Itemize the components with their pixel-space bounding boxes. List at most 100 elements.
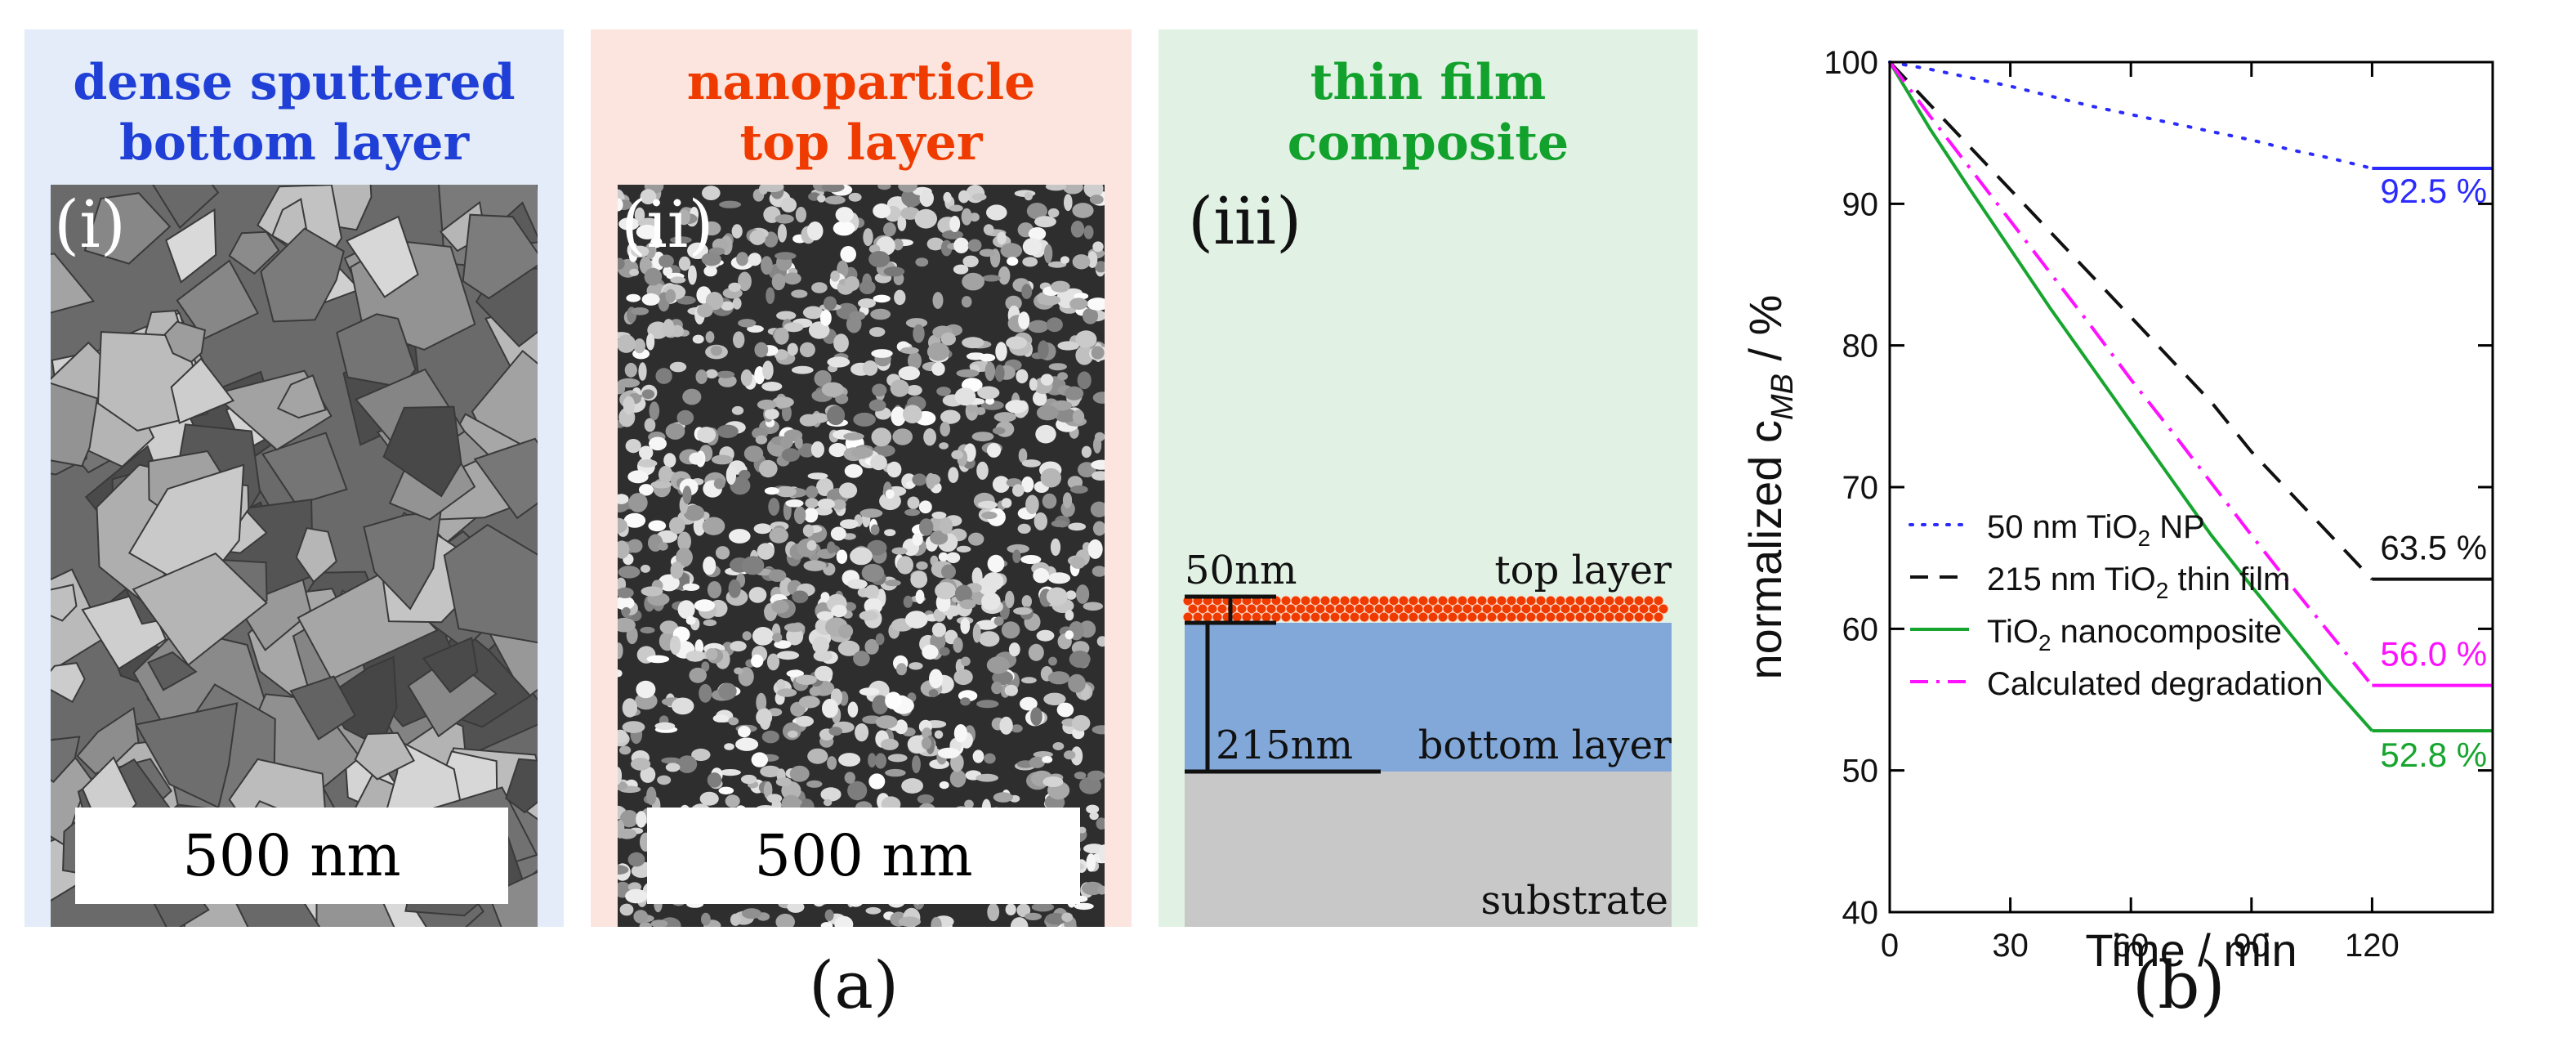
- sem-particle: [890, 379, 909, 397]
- sem-particle: [940, 409, 961, 424]
- sem-particle: [1092, 566, 1105, 577]
- y-tick-label: 40: [1842, 895, 1879, 931]
- y-tick-label: 50: [1842, 754, 1879, 790]
- sem-particle: [1036, 405, 1059, 421]
- sem-particle: [823, 799, 833, 807]
- sem-particle: [772, 633, 783, 642]
- sem-particle: [795, 207, 806, 223]
- sem-particle: [993, 412, 1016, 423]
- series-line: [1888, 60, 2373, 581]
- nanoparticle: [1319, 611, 1331, 623]
- sem-particle: [618, 517, 627, 534]
- sem-particle: [689, 667, 707, 683]
- sem-particle: [1021, 677, 1037, 684]
- sem-particle: [872, 383, 887, 397]
- sem-particle: [1005, 400, 1028, 414]
- sem-particle: [618, 566, 641, 579]
- nanoparticle: [1212, 611, 1223, 623]
- sem-particle: [1074, 902, 1094, 910]
- sem-particle: [875, 633, 885, 646]
- sem-particle: [1021, 595, 1032, 608]
- sem-particle: [831, 604, 847, 618]
- sem-particle: [756, 692, 767, 713]
- sem-particle: [648, 520, 667, 532]
- panel-roman-label: (iii): [1188, 183, 1302, 259]
- sem-particle: [626, 293, 641, 302]
- sem-particle: [659, 620, 678, 634]
- sem-particle: [663, 266, 672, 276]
- sem-particle: [969, 213, 980, 222]
- sem-particle: [780, 436, 793, 449]
- sem-particle: [1047, 572, 1071, 584]
- sem-particle: [1020, 696, 1038, 711]
- sem-particle: [774, 327, 789, 345]
- sem-particle: [1048, 656, 1057, 666]
- sem-particle: [885, 489, 895, 499]
- sem-particle: [913, 324, 925, 343]
- sem-particle: [685, 615, 696, 625]
- sem-particle: [868, 753, 877, 767]
- sem-particle: [1086, 853, 1096, 872]
- sem-particle: [1094, 432, 1105, 442]
- nanoparticle: [1427, 611, 1439, 623]
- sem-particle: [705, 369, 718, 379]
- sem-particle: [1033, 568, 1050, 584]
- sem-particle: [999, 716, 1013, 735]
- sem-particle: [840, 246, 856, 263]
- sem-particle: [734, 667, 743, 675]
- nanoparticle: [1535, 611, 1547, 623]
- sem-particle: [712, 454, 733, 465]
- sem-particle: [1028, 643, 1044, 661]
- sem-particle: [837, 640, 860, 656]
- sem-particle: [869, 327, 886, 338]
- sem-particle: [748, 587, 767, 603]
- sem-particle: [872, 695, 889, 715]
- series-line: [1888, 60, 2374, 170]
- sem-particle: [1065, 386, 1084, 400]
- nanoparticle: [1378, 611, 1390, 623]
- sem-particle: [1042, 776, 1064, 787]
- sem-particle: [768, 498, 780, 516]
- sem-particle: [1042, 756, 1053, 763]
- sem-particle: [975, 773, 998, 782]
- sem-particle: [655, 368, 672, 384]
- legend-label-rest: nanocomposite: [2051, 614, 2282, 650]
- sem-particle: [863, 228, 873, 247]
- sem-particle: [953, 669, 973, 686]
- sem-particle: [731, 405, 744, 415]
- sem-particle: [618, 494, 629, 504]
- panel-title-line-2: top layer: [739, 114, 983, 172]
- nanoparticle: [1516, 611, 1527, 623]
- panel-nanoparticle-top-layer: nanoparticle top layer (ii) 500 nm: [591, 29, 1132, 927]
- nanoparticle: [1310, 611, 1321, 623]
- chart-canvas: 92.5 % 63.5 % 52.8 % 56.0 % 0 30 60 90 120 40 50 6…: [1739, 45, 2494, 976]
- sem-particle: [986, 443, 1002, 458]
- sem-particle: [699, 791, 719, 806]
- end-value-label: 52.8 %: [2380, 736, 2487, 774]
- sem-particle: [851, 446, 873, 459]
- sem-particle: [728, 717, 739, 726]
- sem-particle: [1070, 746, 1083, 766]
- y-tick-label: 70: [1842, 470, 1879, 506]
- sem-particle: [998, 266, 1011, 285]
- sem-particle: [622, 721, 645, 733]
- sem-particle: [885, 768, 906, 777]
- nanoparticle: [1447, 611, 1458, 623]
- sem-particle: [622, 698, 638, 718]
- sem-particle: [755, 435, 768, 445]
- sem-particle: [672, 697, 694, 715]
- sem-particle: [1020, 555, 1042, 564]
- sem-particle: [1042, 493, 1057, 509]
- sem-particle: [982, 275, 1001, 282]
- sem-particle: [682, 388, 702, 405]
- legend-label-subscript: 2: [2156, 578, 2169, 603]
- sem-particle: [971, 432, 994, 441]
- sem-particle: [1051, 280, 1070, 293]
- sem-grain: [473, 437, 538, 520]
- bottom-thickness-label: 215nm: [1216, 723, 1353, 768]
- panel-title-line-1: thin film: [1310, 54, 1547, 111]
- sem-particle: [895, 719, 908, 735]
- sem-particle: [753, 523, 772, 535]
- sem-particle: [892, 239, 904, 251]
- sem-particle: [1090, 501, 1105, 517]
